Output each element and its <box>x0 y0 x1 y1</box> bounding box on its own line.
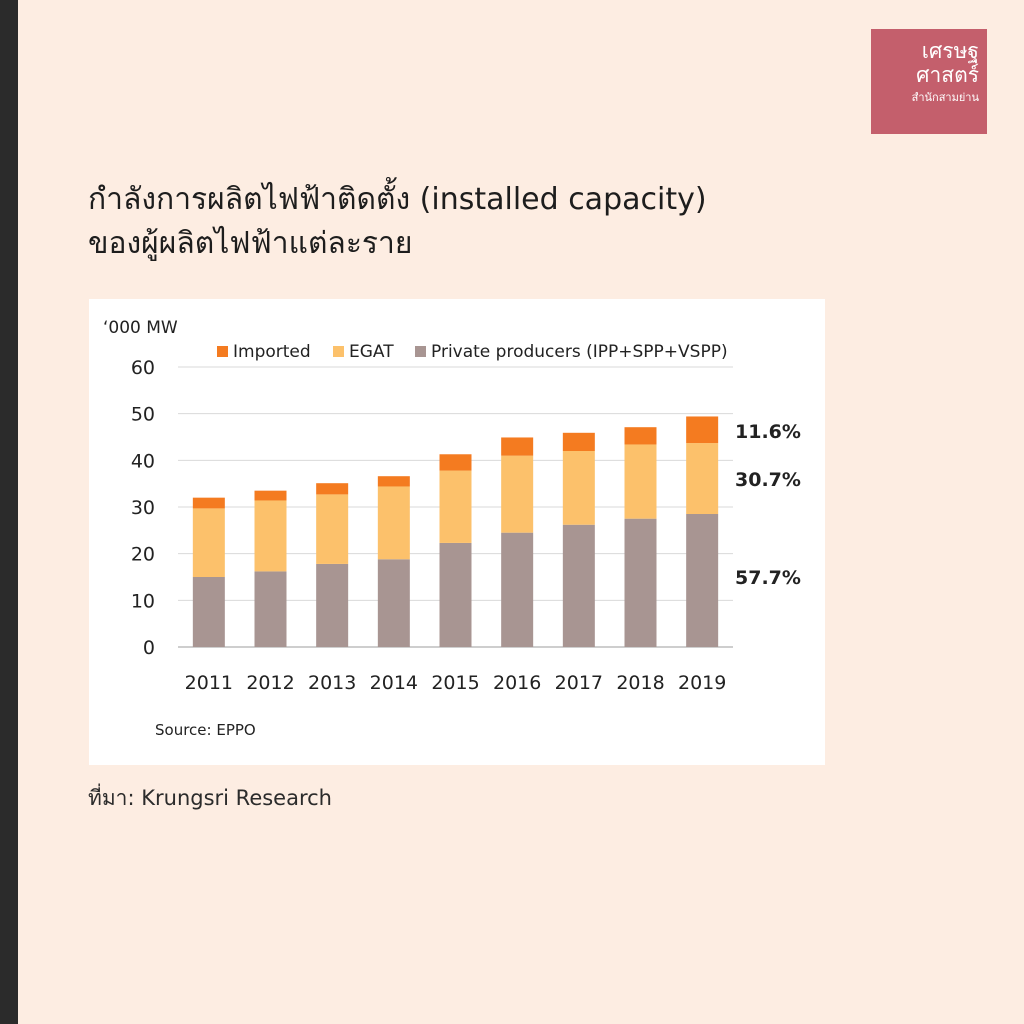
legend-swatch <box>415 346 426 357</box>
logo-line-3: สำนักสามย่าน <box>911 91 979 104</box>
share-annotation: 30.7% <box>735 469 801 491</box>
x-tick-label: 2011 <box>185 672 233 694</box>
bar-segment <box>254 490 287 501</box>
bar-segment <box>624 427 657 445</box>
bar-segment <box>501 532 534 647</box>
title-line-1: กำลังการผลิตไฟฟ้าติดตั้ง (installed capa… <box>88 182 707 217</box>
stacked-bar-chart: 0 10 20 30 40 50 60 ‘000 MW Imported EGAT Privat… <box>103 318 801 739</box>
left-edge-bar <box>0 0 18 1024</box>
share-annotation: 57.7% <box>735 567 801 589</box>
legend-label: Private producers (IPP+SPP+VSPP) <box>431 342 728 362</box>
bar-segment <box>192 508 225 577</box>
bar-segment <box>439 542 472 647</box>
title-line-2: ของผู้ผลิตไฟฟ้าแต่ละราย <box>88 226 413 261</box>
y-tick-label: 10 <box>131 590 155 612</box>
bar-segment <box>192 497 225 509</box>
logo-line-2: ศาสตร์ <box>916 63 979 87</box>
x-tick-label: 2012 <box>246 672 294 694</box>
bar-segment <box>624 444 657 519</box>
y-tick-label: 30 <box>131 497 155 519</box>
y-tick-label: 20 <box>131 544 155 566</box>
legend-swatch <box>217 346 228 357</box>
bars <box>192 416 719 647</box>
y-tick-label: 50 <box>131 404 155 426</box>
bar-segment <box>439 470 472 543</box>
bar-segment <box>624 518 657 647</box>
y-tick-label: 40 <box>131 450 155 472</box>
bar-segment <box>686 416 719 444</box>
bar-segment <box>562 451 595 525</box>
bar-segment <box>562 432 595 451</box>
x-tick-label: 2014 <box>370 672 418 694</box>
legend: Imported EGAT Private producers (IPP+SPP+V… <box>217 342 728 362</box>
bar-segment <box>192 577 225 647</box>
chart-panel: 0 10 20 30 40 50 60 ‘000 MW Imported EGAT Privat… <box>89 299 825 765</box>
bar-segment <box>377 476 410 487</box>
bar-segment <box>439 454 472 471</box>
share-annotations: 11.6% 30.7% 57.7% <box>735 421 801 589</box>
y-axis-label: ‘000 MW <box>103 318 178 338</box>
y-tick-label: 0 <box>143 637 155 659</box>
legend-label: Imported <box>233 342 311 362</box>
source-caption: ที่มา: Krungsri Research <box>88 786 332 810</box>
bar-segment <box>686 443 719 514</box>
logo-line-1: เศรษฐ <box>921 39 979 63</box>
bar-segment <box>316 494 349 564</box>
bar-segment <box>501 455 534 533</box>
x-tick-labels: 2011 2012 2013 2014 2015 2016 2017 2018 2019 <box>185 672 727 694</box>
bar-segment <box>562 524 595 647</box>
x-tick-label: 2015 <box>431 672 479 694</box>
logo: เศรษฐ ศาสตร์ สำนักสามย่าน <box>871 29 987 134</box>
bar-segment <box>501 437 534 456</box>
legend-swatch <box>333 346 344 357</box>
legend-label: EGAT <box>349 342 394 362</box>
page-title: กำลังการผลิตไฟฟ้าติดตั้ง (installed capa… <box>88 178 908 266</box>
chart-source-label: Source: EPPO <box>155 721 256 739</box>
bar-segment <box>254 571 287 647</box>
bar-segment <box>254 500 287 572</box>
bar-segment <box>377 486 410 560</box>
bar-segment <box>377 559 410 647</box>
x-tick-label: 2019 <box>678 672 726 694</box>
bar-segment <box>316 483 349 495</box>
x-tick-label: 2017 <box>555 672 603 694</box>
x-tick-label: 2018 <box>616 672 664 694</box>
bar-segment <box>686 514 719 647</box>
bar-segment <box>316 563 349 647</box>
x-tick-label: 2013 <box>308 672 356 694</box>
x-tick-label: 2016 <box>493 672 541 694</box>
y-tick-labels: 0 10 20 30 40 50 60 <box>131 357 155 659</box>
y-tick-label: 60 <box>131 357 155 379</box>
share-annotation: 11.6% <box>735 421 801 443</box>
